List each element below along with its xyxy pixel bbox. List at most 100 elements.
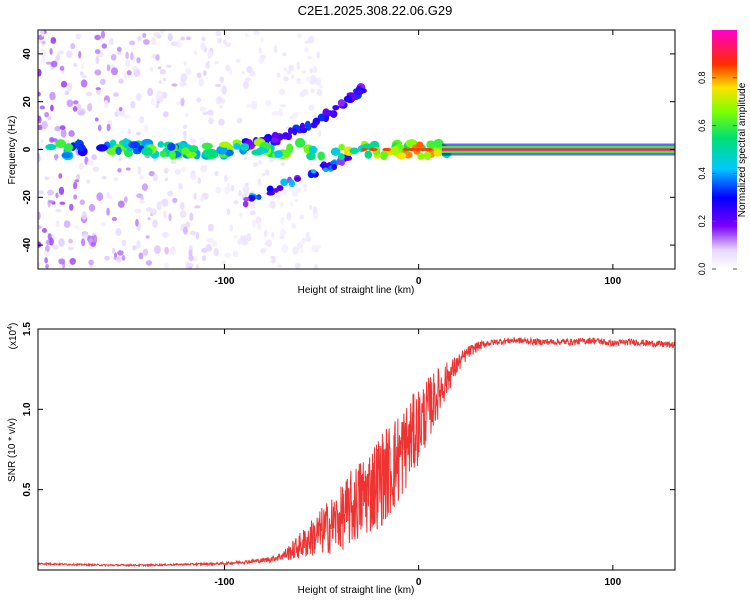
noise-blob: [67, 246, 74, 251]
noise-blob: [179, 210, 187, 218]
carrier-blob: [423, 151, 432, 161]
carrier-blob: [330, 147, 341, 156]
noise-blob: [269, 200, 276, 209]
noise-blob: [283, 76, 290, 82]
noise-blob: [148, 170, 155, 177]
noise-blob: [157, 66, 162, 70]
upper-branch-blob: [329, 110, 338, 118]
lower-branch-blob: [294, 176, 301, 182]
noise-blob: [261, 173, 266, 177]
carrier-blob: [317, 151, 326, 161]
upper-branch-blob: [246, 139, 253, 146]
carrier-blob: [280, 149, 291, 158]
noise-blob: [236, 117, 243, 124]
noise-blob: [278, 88, 286, 95]
noise-blob: [81, 75, 87, 79]
carrier-blob: [338, 153, 345, 161]
noise-blob: [54, 125, 61, 132]
noise-blob: [225, 42, 232, 48]
noise-blob: [103, 99, 109, 109]
noise-blob: [244, 77, 252, 82]
noise-blob: [60, 80, 68, 88]
noise-blob: [248, 200, 256, 209]
noise-blob: [110, 53, 117, 61]
noise-blob: [78, 50, 82, 59]
noise-blob: [205, 243, 212, 251]
carrier-blob: [45, 143, 57, 151]
snr-y-tick-label: 0.5: [22, 482, 33, 496]
lower-branch-blob: [248, 194, 256, 202]
carrier-blob: [159, 150, 167, 158]
carrier-blob: [391, 145, 400, 156]
noise-blob: [215, 186, 222, 194]
carrier-blob: [274, 150, 283, 158]
noise-blob: [115, 228, 122, 237]
noise-blob: [158, 80, 163, 84]
noise-blob: [41, 121, 48, 130]
carrier-blob: [109, 139, 117, 147]
noise-blob: [131, 65, 139, 71]
spectrogram-y-tick-label: -20: [22, 190, 33, 205]
noise-blob: [249, 210, 256, 216]
noise-blob: [259, 248, 266, 254]
carrier-blob: [239, 143, 250, 151]
carrier-blob: [364, 150, 373, 159]
noise-blob: [74, 224, 80, 230]
noise-blob: [296, 80, 303, 85]
snr-x-axis-label: Height of straight line (km): [298, 585, 415, 596]
snr-x-ticks: -100 0 100: [214, 329, 622, 588]
noise-blob: [272, 256, 276, 261]
carrier-blob: [201, 142, 213, 150]
snr-multiplier: (x104): [7, 323, 19, 350]
noise-blob: [73, 194, 78, 200]
spectrogram-y-axis-label: Frequency (Hz): [7, 116, 18, 185]
noise-blob: [309, 80, 316, 85]
noise-blob: [147, 217, 151, 221]
carrier-blob: [417, 152, 425, 160]
snr-multiplier-close: ): [8, 323, 19, 326]
noise-blob: [55, 220, 60, 228]
noise-blob: [117, 200, 125, 208]
noise-blob: [38, 211, 41, 221]
noise-blob: [168, 213, 172, 222]
noise-blob: [58, 238, 65, 247]
noise-blob: [85, 91, 93, 97]
noise-blob: [101, 175, 107, 180]
spectrogram-x-ticks: -100 0 100: [214, 30, 622, 287]
noise-blob: [88, 259, 94, 266]
noise-blob: [207, 223, 214, 232]
noise-blob: [178, 183, 183, 190]
noise-blob: [281, 52, 287, 57]
carrier-blob: [128, 141, 141, 149]
noise-blob: [38, 154, 41, 163]
noise-blob: [180, 73, 188, 83]
colorbar-tick-label: 0.4: [697, 167, 707, 180]
noise-blob: [180, 201, 185, 211]
noise-blob: [38, 91, 41, 97]
noise-blob: [213, 247, 219, 257]
noise-blob: [181, 166, 186, 173]
noise-blob: [258, 47, 262, 54]
noise-blob: [136, 240, 141, 249]
noise-blob: [87, 103, 93, 112]
noise-blob: [80, 79, 88, 88]
noise-blob: [81, 211, 87, 220]
snr-x-tick-label: 100: [605, 577, 622, 588]
spectrogram-x-tick-label: -100: [214, 276, 234, 287]
noise-blob: [223, 39, 227, 45]
carrier-blob: [233, 143, 241, 150]
noise-blob: [163, 210, 167, 219]
noise-blob: [67, 82, 73, 91]
noise-blob: [121, 255, 126, 261]
noise-blob: [286, 211, 292, 221]
noise-blob: [276, 264, 283, 268]
noise-blob: [40, 48, 45, 52]
carrier-blob: [433, 138, 444, 148]
noise-blob: [226, 182, 230, 192]
noise-blob: [47, 116, 52, 121]
noise-blob: [49, 136, 55, 143]
noise-blob: [68, 203, 74, 211]
noise-blob: [164, 246, 169, 255]
noise-blob: [197, 177, 202, 185]
noise-blob: [223, 175, 228, 183]
